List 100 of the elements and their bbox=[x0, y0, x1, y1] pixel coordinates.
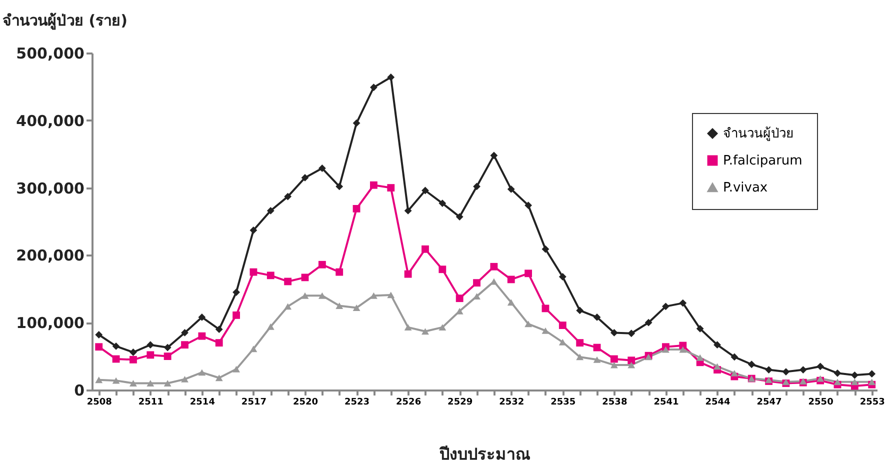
point bbox=[714, 363, 721, 370]
point bbox=[266, 272, 274, 280]
point bbox=[610, 355, 618, 363]
point bbox=[95, 376, 103, 384]
x-tick-label: 2508 bbox=[86, 398, 112, 408]
point bbox=[456, 213, 464, 220]
point bbox=[404, 270, 412, 278]
point bbox=[576, 339, 584, 347]
point bbox=[352, 119, 360, 127]
point bbox=[164, 344, 172, 352]
point bbox=[696, 354, 704, 361]
point bbox=[404, 324, 412, 331]
x-tick-label: 2547 bbox=[756, 398, 782, 408]
point bbox=[558, 273, 566, 280]
legend-label: P.vivax bbox=[723, 180, 768, 196]
legend-label: P.falciparum bbox=[723, 154, 802, 168]
point bbox=[610, 329, 618, 336]
x-tick-label: 2517 bbox=[241, 398, 266, 408]
point bbox=[232, 366, 240, 372]
point bbox=[714, 341, 721, 349]
x-tick-label: 2538 bbox=[602, 398, 628, 408]
point bbox=[628, 362, 636, 368]
point bbox=[284, 303, 292, 310]
point bbox=[112, 377, 120, 384]
point bbox=[422, 328, 429, 335]
point bbox=[215, 339, 223, 347]
point bbox=[696, 324, 704, 332]
point bbox=[95, 343, 103, 351]
x-tick-label: 2529 bbox=[448, 398, 473, 408]
point bbox=[576, 354, 584, 360]
point bbox=[748, 360, 756, 368]
point bbox=[473, 293, 480, 300]
point bbox=[95, 331, 103, 338]
point bbox=[181, 329, 188, 336]
point bbox=[558, 322, 566, 330]
point bbox=[834, 378, 842, 386]
point bbox=[181, 341, 188, 349]
point bbox=[181, 376, 188, 382]
point bbox=[662, 346, 670, 353]
x-tick-label: 2550 bbox=[808, 398, 834, 408]
point bbox=[490, 152, 498, 160]
point bbox=[301, 292, 309, 299]
point bbox=[730, 353, 738, 361]
point bbox=[610, 362, 618, 368]
point bbox=[215, 374, 223, 382]
x-tick-label: 2553 bbox=[860, 398, 885, 408]
point bbox=[576, 306, 584, 314]
point bbox=[301, 174, 309, 182]
point bbox=[507, 299, 515, 306]
point bbox=[438, 266, 446, 274]
point bbox=[679, 299, 687, 307]
point bbox=[387, 74, 395, 81]
point bbox=[850, 371, 858, 379]
point bbox=[387, 292, 395, 298]
point bbox=[232, 311, 240, 319]
point bbox=[146, 341, 154, 349]
legend-label: จำนวนผู้ป่วย bbox=[723, 126, 794, 142]
point bbox=[438, 324, 446, 331]
point bbox=[130, 380, 137, 386]
point bbox=[524, 270, 532, 278]
point bbox=[301, 274, 309, 282]
point bbox=[473, 279, 480, 287]
x-tick-label: 2511 bbox=[138, 398, 164, 408]
point bbox=[215, 326, 223, 334]
y-tick-label: 400,000 bbox=[16, 112, 84, 130]
point bbox=[628, 330, 636, 338]
point bbox=[164, 352, 172, 360]
point bbox=[146, 351, 154, 359]
point bbox=[679, 346, 687, 353]
point bbox=[318, 292, 326, 299]
point bbox=[868, 370, 876, 378]
y-tick-label: 0 bbox=[74, 382, 84, 400]
y-tick-label: 500,000 bbox=[16, 44, 84, 62]
point bbox=[112, 355, 120, 363]
point bbox=[542, 327, 550, 334]
point bbox=[730, 370, 738, 376]
point bbox=[542, 304, 550, 312]
point bbox=[834, 369, 842, 377]
point bbox=[112, 342, 120, 350]
point bbox=[250, 346, 258, 352]
point bbox=[524, 320, 532, 328]
point bbox=[336, 268, 344, 276]
point bbox=[146, 380, 154, 386]
point bbox=[336, 302, 344, 309]
point bbox=[250, 268, 258, 276]
point bbox=[404, 207, 412, 214]
y-tick-label: 100,000 bbox=[16, 314, 84, 332]
point bbox=[266, 207, 274, 214]
point bbox=[662, 302, 670, 310]
y-axis-title: จำนวนผู้ป่วย (ราย) bbox=[2, 12, 128, 30]
x-tick-label: 2514 bbox=[190, 398, 215, 408]
point bbox=[593, 314, 601, 321]
point bbox=[370, 84, 378, 92]
point bbox=[198, 369, 206, 376]
point bbox=[250, 226, 258, 234]
point bbox=[816, 362, 824, 370]
point bbox=[284, 278, 292, 286]
point bbox=[198, 332, 206, 340]
point bbox=[850, 378, 858, 386]
point bbox=[782, 368, 790, 376]
